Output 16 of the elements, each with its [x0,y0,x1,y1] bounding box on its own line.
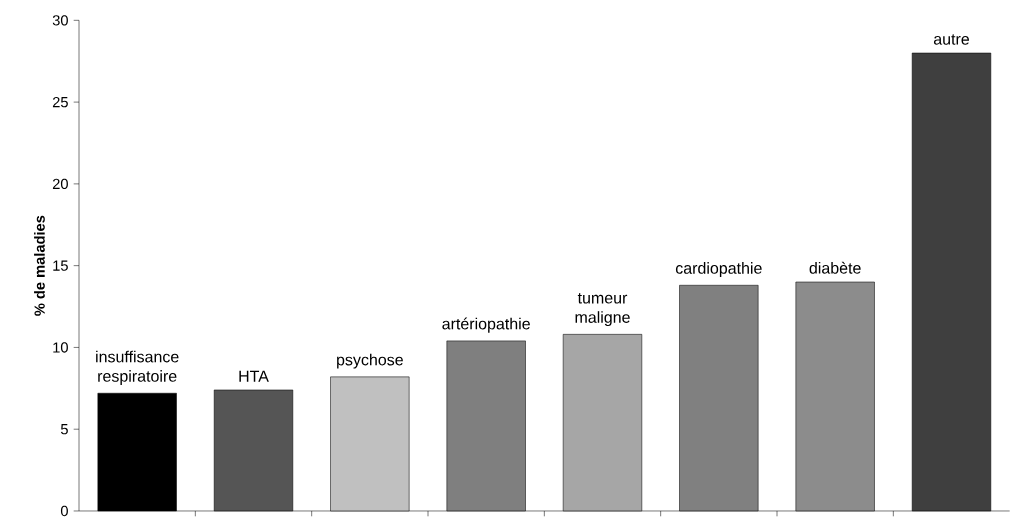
y-tick-label: 10 [53,342,68,353]
y-tick-label: 5 [60,424,68,435]
x-tick-label: HTA [239,370,269,382]
x-tick-label: autre [933,34,970,45]
x-tick-label: diabète [809,261,861,274]
y-tick-label: 30 [52,15,68,26]
y-tick-label: 20 [52,178,68,190]
y-tick-label: 0 [60,505,68,517]
x-tick-label: artériopathie [442,317,530,333]
x-tick-label: cardiopathie [675,262,762,278]
x-tick-label: psychose [337,353,403,369]
y-tick-label: 25 [52,96,68,108]
x-tick-label: insuffisance respiratoire [96,350,179,385]
y-tick-label: 15 [53,260,68,271]
x-tick-label: tumeur maligne [575,293,630,327]
y-axis-title: % de maladies [34,215,45,316]
